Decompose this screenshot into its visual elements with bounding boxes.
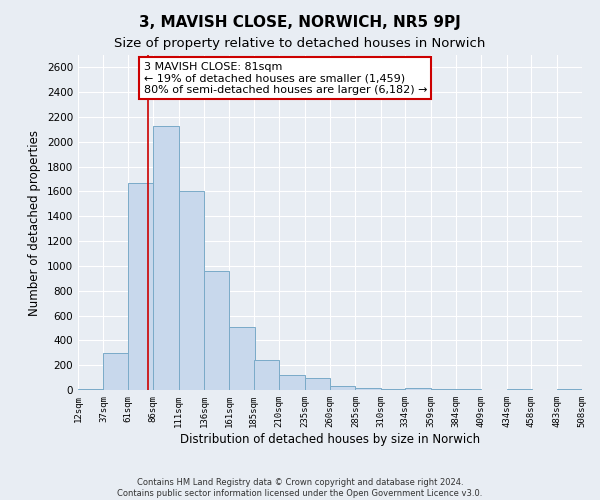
Bar xyxy=(103,354,129,390)
X-axis label: Distribution of detached houses by size in Norwich: Distribution of detached houses by size … xyxy=(180,432,480,446)
Bar xyxy=(254,360,279,390)
Text: 3, MAVISH CLOSE, NORWICH, NR5 9PJ: 3, MAVISH CLOSE, NORWICH, NR5 9PJ xyxy=(139,15,461,30)
Text: 3 MAVISH CLOSE: 81sqm
← 19% of detached houses are smaller (1,459)
80% of semi-d: 3 MAVISH CLOSE: 81sqm ← 19% of detached … xyxy=(143,62,427,95)
Bar xyxy=(128,184,153,390)
Bar xyxy=(204,271,229,390)
Bar xyxy=(279,375,305,390)
Bar xyxy=(330,386,355,390)
Bar xyxy=(557,389,582,390)
Bar xyxy=(153,126,179,390)
Bar xyxy=(229,328,255,390)
Text: Contains HM Land Registry data © Crown copyright and database right 2024.
Contai: Contains HM Land Registry data © Crown c… xyxy=(118,478,482,498)
Bar xyxy=(305,378,330,390)
Y-axis label: Number of detached properties: Number of detached properties xyxy=(28,130,41,316)
Bar xyxy=(405,388,431,390)
Bar xyxy=(179,192,204,390)
Text: Size of property relative to detached houses in Norwich: Size of property relative to detached ho… xyxy=(115,38,485,51)
Bar xyxy=(355,388,381,390)
